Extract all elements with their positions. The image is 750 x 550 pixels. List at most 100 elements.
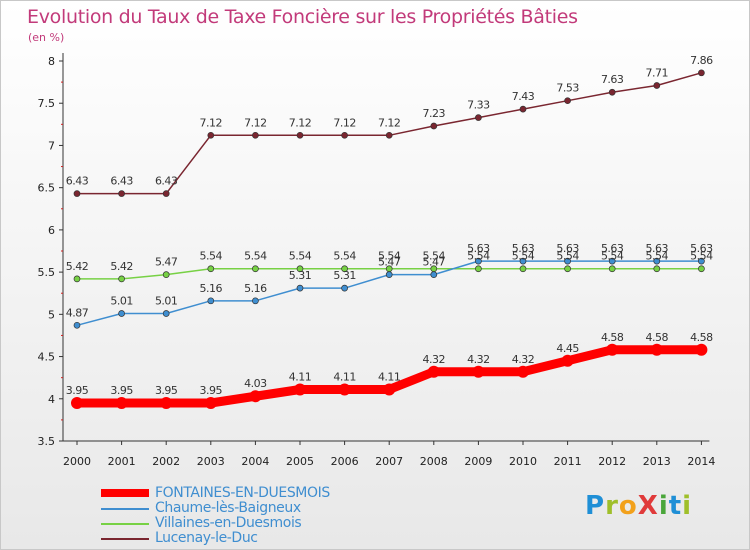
data-label: 4.11	[378, 370, 401, 383]
data-label: 5.31	[289, 269, 312, 282]
data-point	[385, 131, 393, 139]
logo-letter: i	[682, 491, 693, 521]
data-point	[338, 383, 351, 396]
data-label: 5.16	[200, 282, 223, 295]
data-point	[73, 321, 81, 329]
x-tick-label: 2007	[375, 455, 403, 468]
logo-letter: o	[618, 491, 638, 521]
data-label: 5.63	[601, 242, 624, 255]
y-tick-label: 7	[48, 139, 55, 152]
data-label: 5.63	[467, 242, 490, 255]
data-label: 5.54	[378, 250, 401, 263]
data-point	[296, 265, 304, 273]
logo-letter: P	[585, 491, 606, 521]
data-point	[118, 190, 125, 197]
x-tick-label: 2004	[241, 455, 269, 468]
axes: 3.5 4 4.5 5 5.5 6 6.5 7 7.5 8 2000 2001 2002 2003 2004…	[38, 53, 715, 468]
data-label: 3.95	[66, 384, 89, 397]
data-label: 7.12	[289, 116, 312, 129]
data-label: 5.31	[333, 269, 356, 282]
data-label: 3.95	[155, 384, 178, 397]
data-label: 7.33	[467, 99, 490, 112]
x-tick-label: 2002	[152, 455, 180, 468]
data-point	[162, 310, 170, 317]
data-label: 5.63	[690, 242, 713, 255]
proxiti-logo: ProXiti	[585, 491, 692, 521]
data-label: 5.54	[200, 250, 223, 263]
y-tick-label: 7.5	[38, 97, 56, 110]
data-label: 5.54	[601, 250, 624, 263]
data-point	[294, 383, 306, 396]
data-label: 5.54	[423, 250, 446, 263]
data-label: 4.11	[289, 370, 312, 383]
y-tick-label: 4.5	[38, 351, 56, 364]
x-tick-label: 2003	[197, 455, 225, 468]
data-label: 5.42	[66, 260, 89, 273]
data-point	[383, 383, 396, 396]
legend-label: Villaines-en-Duesmois	[155, 515, 302, 531]
data-label: 4.03	[244, 377, 267, 390]
data-point	[427, 365, 440, 378]
data-label: 4.58	[646, 331, 669, 344]
data-point	[207, 131, 215, 139]
logo-letter: t	[668, 491, 683, 521]
x-tick-label: 2013	[643, 455, 671, 468]
x-tick-label: 2000	[63, 455, 91, 468]
series-layer	[71, 69, 708, 409]
x-tick-label: 2008	[420, 455, 448, 468]
data-label: 4.32	[467, 353, 490, 366]
y-tick-label: 8	[48, 55, 55, 68]
data-label: 5.16	[244, 282, 267, 295]
data-label-layer: 3.95 3.95 3.95 3.95 4.03 4.11 4.11 4.11 4.32 4.32…	[66, 54, 714, 397]
data-label: 7.71	[646, 66, 669, 79]
x-tick-label: 2014	[687, 455, 715, 468]
data-point	[695, 343, 708, 356]
data-point	[252, 265, 259, 273]
data-label: 5.47	[155, 256, 178, 269]
data-label: 4.58	[690, 331, 713, 344]
data-point	[698, 257, 705, 265]
data-label: 4.32	[512, 353, 535, 366]
data-label: 4.32	[423, 353, 446, 366]
x-tick-label: 2012	[598, 455, 626, 468]
data-label: 5.54	[289, 250, 312, 263]
data-label: 6.43	[110, 175, 133, 188]
data-point	[653, 82, 661, 89]
data-label: 5.54	[467, 250, 490, 263]
data-label: 4.87	[66, 306, 89, 319]
data-label: 6.43	[66, 175, 89, 188]
data-label: 5.54	[646, 250, 669, 263]
data-label: 6.43	[155, 175, 178, 188]
data-label: 7.86	[690, 54, 713, 67]
data-label: 4.11	[333, 370, 356, 383]
data-point	[296, 131, 304, 139]
data-point	[519, 265, 527, 273]
data-point	[71, 397, 83, 409]
data-point	[252, 297, 259, 305]
data-point	[519, 257, 527, 265]
data-label: 5.63	[556, 242, 579, 255]
legend-swatch	[101, 489, 149, 497]
data-label: 7.12	[333, 116, 356, 129]
data-point	[204, 397, 217, 409]
data-point	[653, 257, 661, 265]
data-point	[296, 284, 304, 292]
data-label: 7.12	[378, 116, 401, 129]
data-point	[564, 97, 571, 105]
data-label: 5.54	[333, 250, 356, 263]
data-point	[698, 265, 705, 273]
data-label: 5.01	[110, 294, 133, 307]
data-point	[430, 122, 438, 130]
data-point	[606, 343, 619, 356]
y-tick-label: 6	[48, 224, 55, 237]
data-point	[252, 131, 259, 139]
data-point	[519, 105, 527, 113]
logo-letter: X	[637, 491, 659, 521]
x-tick-label: 2009	[464, 455, 492, 468]
data-label: 5.54	[244, 250, 267, 263]
data-point	[385, 271, 393, 278]
data-point	[73, 190, 81, 197]
data-point	[160, 397, 173, 409]
data-point	[162, 271, 170, 278]
data-label: 3.95	[200, 384, 223, 397]
